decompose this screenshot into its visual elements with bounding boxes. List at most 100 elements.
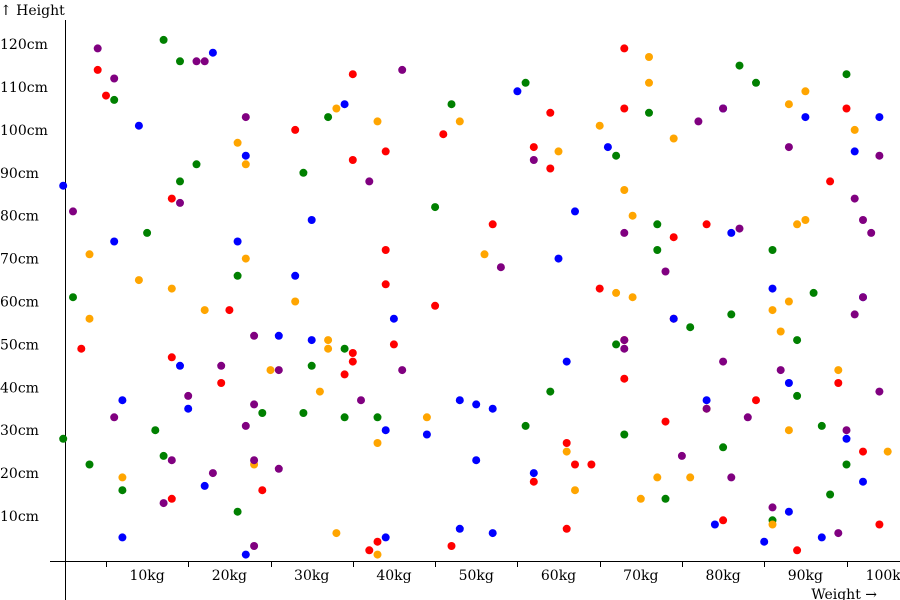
data-point bbox=[447, 100, 456, 109]
data-points bbox=[59, 35, 892, 559]
data-point bbox=[645, 78, 653, 87]
y-tick-label: 10cm bbox=[0, 509, 39, 525]
data-point bbox=[200, 481, 209, 490]
data-point bbox=[587, 460, 596, 469]
data-point bbox=[69, 207, 77, 216]
data-point bbox=[850, 147, 859, 156]
data-point bbox=[233, 271, 242, 280]
data-point bbox=[784, 426, 793, 435]
data-point bbox=[612, 288, 621, 297]
data-point bbox=[702, 396, 711, 405]
data-point bbox=[373, 537, 382, 546]
data-point bbox=[93, 65, 102, 74]
data-point bbox=[241, 421, 250, 430]
data-point bbox=[258, 486, 267, 495]
data-point bbox=[299, 168, 308, 177]
data-point bbox=[134, 121, 143, 130]
data-point bbox=[85, 460, 94, 469]
data-point bbox=[850, 125, 859, 134]
data-point bbox=[455, 396, 464, 405]
data-point bbox=[167, 284, 176, 293]
data-point bbox=[521, 78, 530, 87]
data-point bbox=[719, 443, 728, 452]
data-point bbox=[677, 451, 686, 460]
data-point bbox=[250, 400, 259, 409]
data-point bbox=[702, 404, 711, 413]
data-point bbox=[669, 314, 678, 323]
data-point bbox=[200, 306, 209, 315]
data-point bbox=[686, 473, 695, 482]
data-point bbox=[192, 57, 201, 66]
data-point bbox=[620, 228, 629, 237]
data-point bbox=[793, 220, 802, 229]
data-point bbox=[348, 357, 357, 366]
data-point bbox=[784, 379, 793, 387]
data-point bbox=[291, 125, 300, 134]
data-point bbox=[529, 469, 538, 478]
data-point bbox=[422, 430, 431, 439]
data-point bbox=[348, 156, 357, 164]
y-tick-label: 20cm bbox=[0, 466, 39, 482]
data-point bbox=[59, 434, 68, 443]
data-point bbox=[241, 151, 250, 160]
y-tick-label: 90cm bbox=[0, 166, 39, 182]
data-point bbox=[793, 336, 802, 345]
data-point bbox=[192, 160, 201, 169]
data-point bbox=[562, 524, 571, 533]
data-point bbox=[546, 164, 555, 173]
data-point bbox=[167, 456, 176, 465]
data-point bbox=[431, 203, 440, 212]
y-tick-label: 70cm bbox=[0, 252, 39, 268]
data-point bbox=[842, 70, 851, 79]
data-point bbox=[167, 194, 176, 203]
data-point bbox=[159, 35, 168, 44]
data-point bbox=[250, 456, 259, 465]
data-point bbox=[735, 224, 744, 233]
data-point bbox=[875, 151, 884, 160]
data-point bbox=[562, 439, 571, 447]
data-point bbox=[628, 211, 637, 220]
data-point bbox=[620, 344, 629, 353]
data-point bbox=[266, 366, 275, 375]
x-tick-label: 90kg bbox=[788, 568, 823, 584]
data-point bbox=[447, 542, 456, 550]
data-point bbox=[653, 220, 662, 229]
data-point bbox=[809, 288, 818, 297]
data-point bbox=[571, 207, 579, 216]
data-point bbox=[307, 216, 316, 224]
data-point bbox=[118, 486, 127, 495]
data-point bbox=[826, 177, 835, 186]
data-point bbox=[752, 396, 760, 405]
data-point bbox=[513, 87, 522, 96]
data-point bbox=[439, 130, 448, 139]
data-point bbox=[299, 409, 308, 417]
data-point bbox=[571, 460, 579, 469]
data-point bbox=[373, 117, 382, 126]
data-point bbox=[340, 344, 349, 353]
data-point bbox=[357, 396, 365, 405]
data-point bbox=[200, 57, 209, 66]
data-point bbox=[595, 284, 604, 293]
data-point bbox=[110, 95, 119, 104]
data-point bbox=[241, 254, 250, 263]
data-point bbox=[381, 246, 390, 254]
data-point bbox=[241, 160, 250, 169]
data-point bbox=[768, 520, 777, 529]
data-point bbox=[875, 113, 884, 122]
y-tick-label: 40cm bbox=[0, 380, 39, 396]
data-point bbox=[875, 387, 884, 396]
data-point bbox=[373, 439, 382, 447]
data-point bbox=[431, 301, 440, 310]
data-point bbox=[620, 374, 629, 383]
data-point bbox=[455, 524, 464, 533]
data-point bbox=[554, 147, 563, 156]
data-point bbox=[381, 426, 390, 435]
data-point bbox=[768, 246, 777, 254]
data-point bbox=[389, 314, 398, 323]
x-tick-label: 30kg bbox=[294, 568, 329, 584]
data-point bbox=[562, 447, 571, 456]
data-point bbox=[93, 44, 102, 53]
data-point bbox=[875, 520, 884, 529]
data-point bbox=[529, 143, 538, 152]
data-point bbox=[571, 486, 579, 495]
